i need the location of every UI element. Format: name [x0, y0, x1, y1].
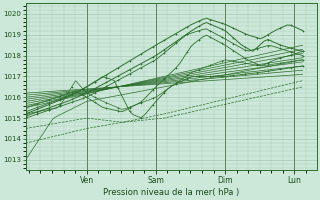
- X-axis label: Pression niveau de la mer( hPa ): Pression niveau de la mer( hPa ): [103, 188, 239, 197]
